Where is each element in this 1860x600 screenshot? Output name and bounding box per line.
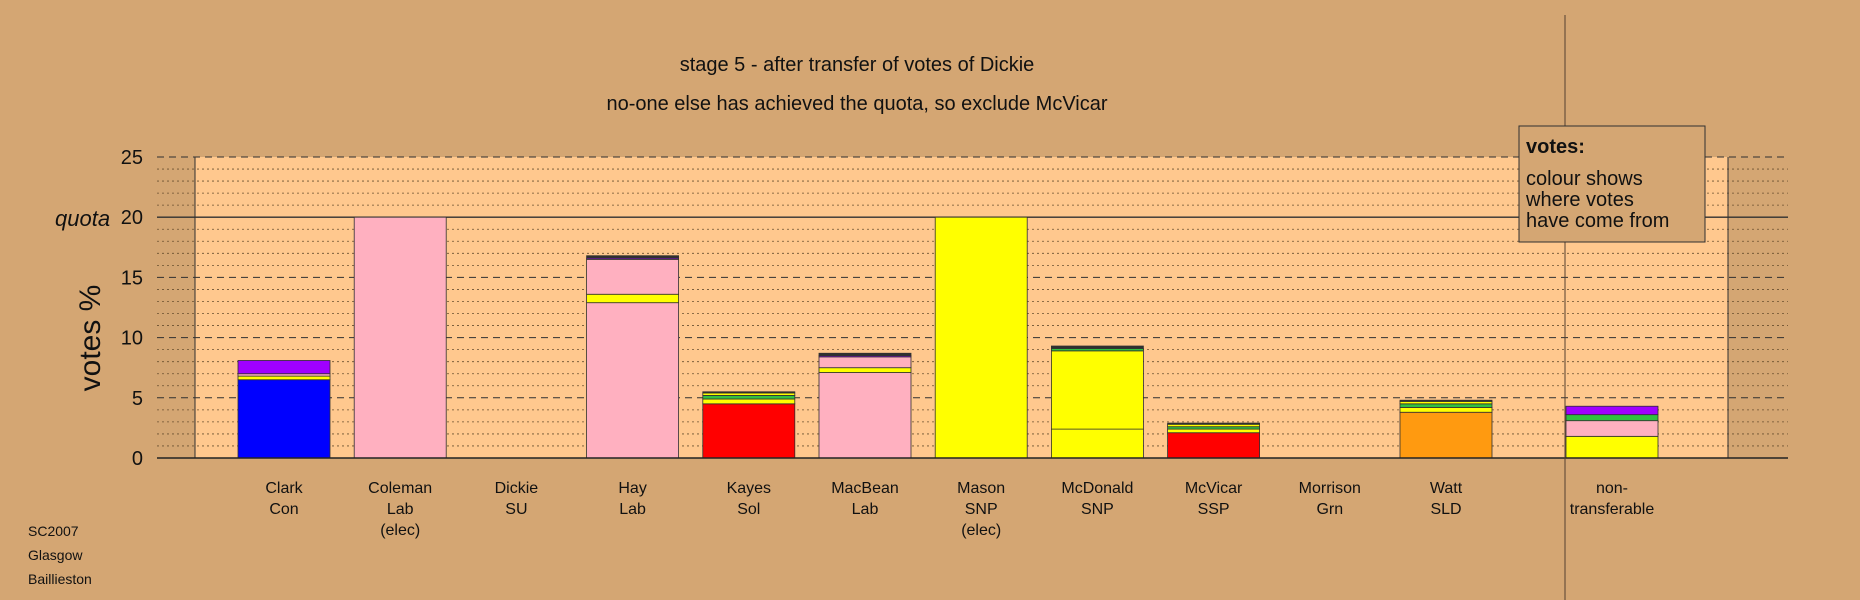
- bar-kayes-segment: [702, 403, 796, 459]
- candidate-macbean-label: MacBean: [831, 480, 899, 497]
- candidate-hay-label: Lab: [619, 501, 646, 518]
- candidate-coleman-label: (elec): [380, 522, 420, 539]
- bar-mcvicar-segment: [1167, 428, 1260, 434]
- bar-clark-segment: [237, 379, 331, 459]
- candidate-watt-label: SLD: [1430, 501, 1461, 518]
- bar-nontransferable-segment: [1565, 405, 1659, 416]
- nontransferable-label: transferable: [1570, 501, 1655, 518]
- candidate-kayes-label: Sol: [737, 501, 760, 518]
- candidate-dickie-label: Dickie: [495, 480, 539, 497]
- bar-macbean-segment: [818, 372, 912, 459]
- chart-title: stage 5 - after transfer of votes of Dic…: [680, 54, 1035, 76]
- candidate-clark-label: Con: [269, 501, 298, 518]
- candidate-mcvicar-label: SSP: [1198, 501, 1230, 518]
- y-tick-label: 0: [132, 448, 143, 470]
- bar-mcvicar-segment: [1167, 432, 1260, 459]
- legend-line-2: where votes: [1525, 189, 1634, 211]
- bar-mason-segment: [934, 216, 1028, 459]
- y-tick-label: 10: [121, 328, 143, 350]
- source-line-3: Baillieston: [28, 571, 92, 587]
- candidate-morrison-label: Grn: [1316, 501, 1343, 518]
- candidate-kayes-label: Kayes: [727, 480, 771, 497]
- bar-watt-segment: [1399, 407, 1493, 413]
- bar-nontransferable-segment: [1565, 420, 1659, 437]
- candidate-labels: Clark Con Coleman Lab (elec) Dickie SU Hay Lab Ka…: [265, 480, 1654, 539]
- bar-watt-segment: [1399, 403, 1493, 408]
- bar-kayes-segment: [702, 391, 796, 394]
- legend-box: [1518, 125, 1706, 243]
- nontransferable-label: non-: [1596, 480, 1628, 497]
- y-tick-label: 5: [132, 388, 143, 410]
- candidate-clark-label: Clark: [265, 480, 303, 497]
- quota-label: quota: [55, 206, 110, 231]
- candidate-mcvicar-label: McVicar: [1185, 480, 1243, 497]
- bar-hay-segment: [586, 293, 679, 304]
- candidate-hay-label: Hay: [618, 480, 646, 497]
- source-line-1: SC2007: [28, 523, 79, 539]
- y-tick-labels: 0 5 10 15 20 25: [121, 147, 143, 470]
- bar-macbean-segment: [818, 356, 912, 369]
- y-tick-label: 20: [121, 207, 143, 229]
- candidate-mason-label: SNP: [965, 501, 998, 518]
- candidate-mason-label: Mason: [957, 480, 1005, 497]
- y-tick-label: 15: [121, 267, 143, 289]
- source-line-2: Glasgow: [28, 547, 83, 563]
- bar-macbean-segment: [818, 367, 912, 373]
- chart-subtitle: no-one else has achieved the quota, so e…: [606, 93, 1107, 115]
- candidate-mason-label: (elec): [961, 522, 1001, 539]
- candidate-mcdonald-label: McDonald: [1061, 480, 1133, 497]
- frame: [157, 15, 1788, 600]
- bar-clark-segment: [237, 375, 331, 381]
- candidate-mcdonald-label: SNP: [1081, 501, 1114, 518]
- bar-watt-segment: [1399, 399, 1493, 402]
- bar-hay-segment: [586, 255, 679, 259]
- legend-heading: votes:: [1526, 136, 1585, 158]
- bar-kayes-segment: [702, 394, 796, 400]
- candidate-dickie-label: SU: [505, 501, 527, 518]
- bar-hay-segment: [586, 258, 679, 295]
- y-tick-label: 25: [121, 147, 143, 169]
- bar-clark-segment: [237, 360, 331, 375]
- bar-mcdonald-segment: [1051, 350, 1144, 430]
- bar-mcdonald-segment: [1051, 345, 1144, 349]
- y-axis-label: votes %: [74, 285, 107, 392]
- legend-line-3: have come from: [1526, 210, 1669, 232]
- candidate-morrison-label: Morrison: [1299, 480, 1361, 497]
- candidate-coleman-label: Coleman: [368, 480, 432, 497]
- bar-nontransferable-segment: [1565, 435, 1659, 459]
- bar-mcvicar-segment: [1167, 422, 1260, 425]
- candidate-watt-label: Watt: [1430, 480, 1463, 497]
- bar-coleman-segment: [353, 216, 447, 459]
- bar-kayes-segment: [702, 398, 796, 405]
- bar-watt-segment: [1399, 411, 1493, 459]
- legend-line-1: colour shows: [1526, 168, 1643, 190]
- bar-nontransferable-segment: [1565, 414, 1659, 422]
- bar-hay-segment: [586, 302, 679, 459]
- legend: votes: colour shows where votes have com…: [1518, 125, 1706, 243]
- candidate-coleman-label: Lab: [387, 501, 414, 518]
- candidate-macbean-label: Lab: [852, 501, 879, 518]
- bar-macbean-segment: [818, 352, 912, 357]
- bar-mcdonald-segment: [1051, 428, 1144, 459]
